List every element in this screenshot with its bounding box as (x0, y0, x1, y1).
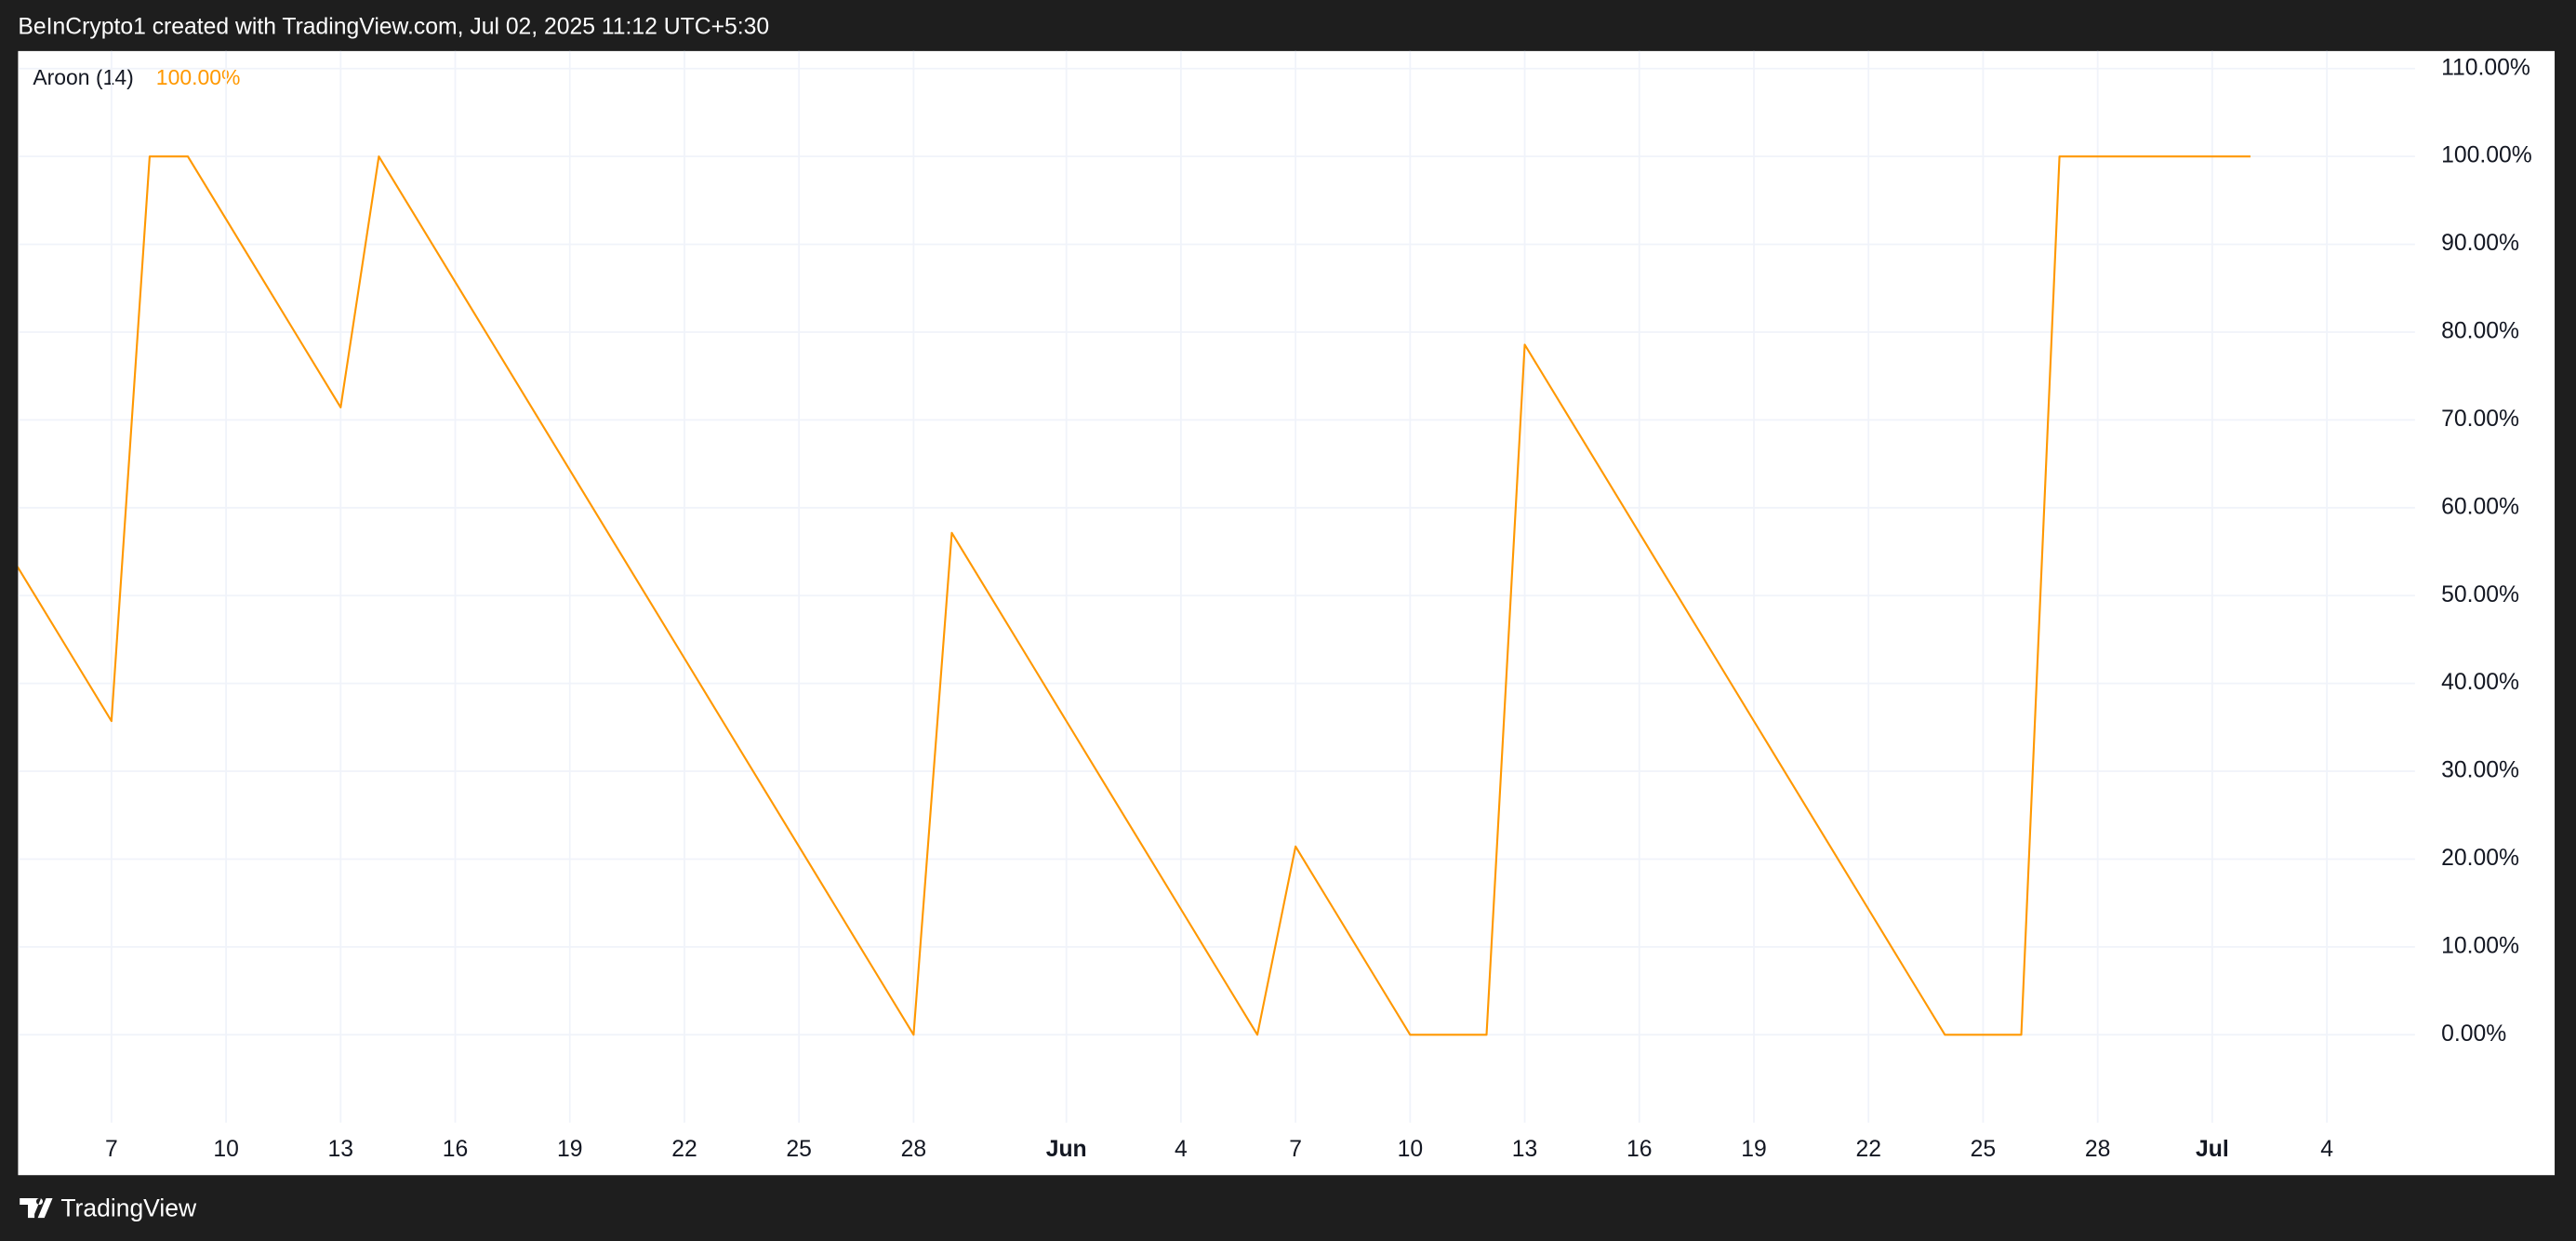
x-tick-label: 25 (1971, 1137, 1997, 1162)
header: BeInCrypto1 created with TradingView.com… (18, 15, 769, 40)
x-tick-label: 28 (2085, 1137, 2111, 1162)
x-tick-label: 10 (1398, 1137, 1424, 1162)
x-tick-label: 4 (1175, 1137, 1188, 1162)
x-tick-label: 16 (1627, 1137, 1653, 1162)
y-tick-label: 30.00% (2441, 758, 2519, 783)
y-tick-label: 10.00% (2441, 933, 2519, 958)
x-tick-label: 13 (328, 1137, 354, 1162)
x-tick-label: Jul (2196, 1137, 2229, 1162)
y-tick-label: 50.00% (2441, 582, 2519, 607)
footer-logo (20, 1197, 53, 1219)
x-tick-label: 19 (1741, 1137, 1767, 1162)
footer-brand: TradingView (60, 1194, 197, 1221)
y-tick-label: 80.00% (2441, 319, 2519, 344)
y-tick-label: 20.00% (2441, 846, 2519, 871)
axis-labels: 0.00% 10.00% 20.00% 30.00% 40.00% 50.00% 60.00… (105, 55, 2532, 1162)
y-tick-label: 110.00% (2441, 55, 2530, 80)
x-tick-label: 7 (105, 1137, 118, 1162)
x-tick-label: 22 (671, 1137, 697, 1162)
plot-background (18, 50, 2556, 1176)
x-tick-label: 28 (901, 1137, 926, 1162)
y-tick-label: 90.00% (2441, 231, 2519, 256)
y-tick-label: 100.00% (2441, 143, 2532, 168)
plot (18, 155, 2251, 1036)
y-tick-label: 0.00% (2441, 1021, 2506, 1047)
x-tick-label: 10 (213, 1137, 239, 1162)
x-tick-label: 16 (443, 1137, 468, 1162)
x-tick-label: Jun (1046, 1137, 1087, 1162)
x-tick-label: 25 (786, 1137, 812, 1162)
y-tick-label: 70.00% (2441, 407, 2519, 432)
x-tick-label: 13 (1512, 1137, 1537, 1162)
x-tick-label: 7 (1289, 1137, 1302, 1162)
grid (18, 50, 2415, 1123)
x-tick-label: 4 (2320, 1137, 2333, 1162)
y-tick-label: 40.00% (2441, 670, 2519, 695)
x-tick-label: 19 (557, 1137, 582, 1162)
y-tick-label: 60.00% (2441, 494, 2519, 519)
x-tick-label: 22 (1855, 1137, 1881, 1162)
series-line (18, 155, 2251, 1036)
